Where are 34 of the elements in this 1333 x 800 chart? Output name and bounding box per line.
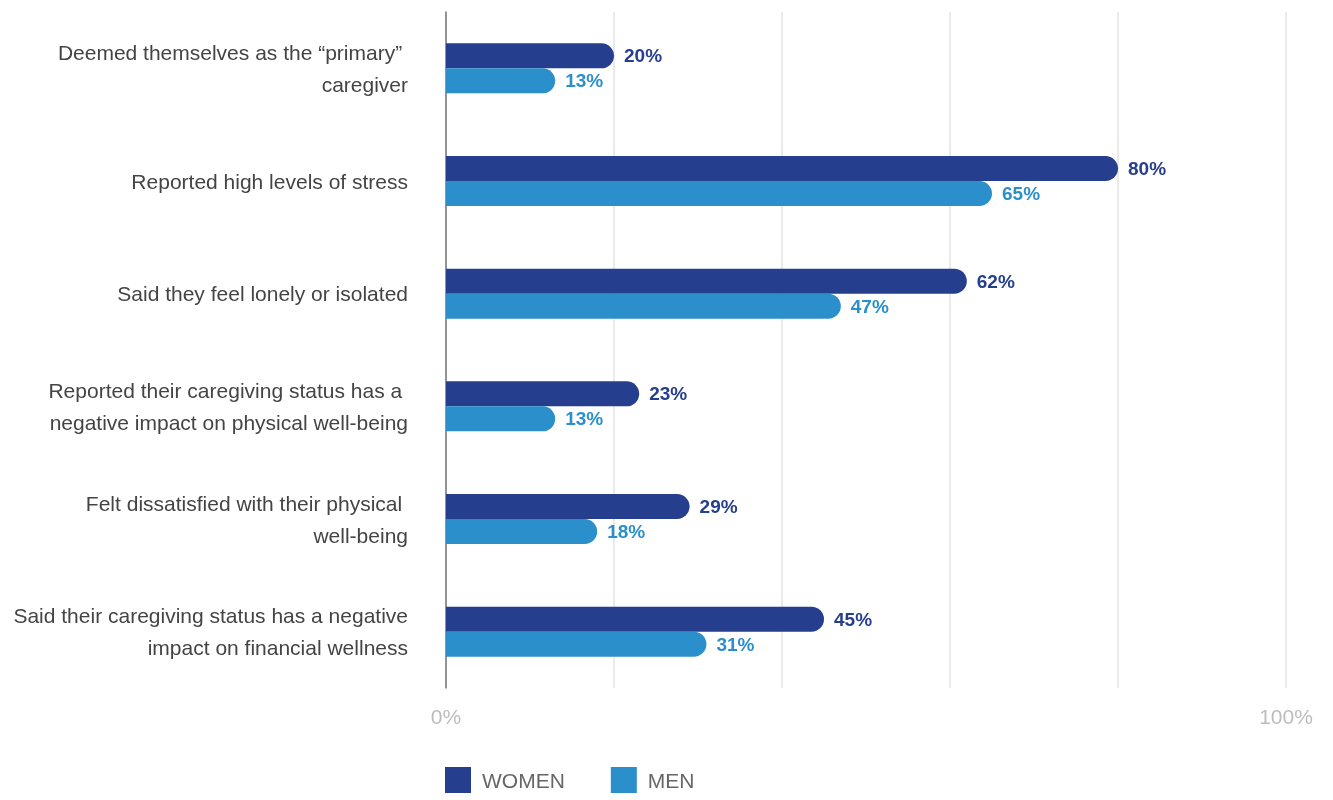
bar [446,606,824,632]
data-label: 13% [565,70,604,92]
bar [446,156,1118,181]
y-tick-label: Said they feel lonely or isolated [117,282,408,306]
y-tick-label: Said their caregiving status has a negative impact on financial wellness [13,604,408,660]
bar [446,293,841,319]
data-label: 65% [1002,183,1041,204]
data-label: 45% [834,608,873,630]
data-label: 20% [624,45,663,67]
bar [446,43,614,69]
y-tick-label: Reported high levels of stress [131,169,408,193]
data-label: 13% [565,408,604,430]
x-tick-label: 0% [430,705,462,728]
data-label: 62% [976,270,1015,292]
bar [446,406,556,432]
data-label: 29% [699,496,738,517]
data-label: 23% [649,383,688,405]
data-label: 18% [607,521,646,542]
y-tick-label: Reported their caregiving status has a negative impact on physical well-being [48,378,408,434]
bar [446,494,690,519]
data-label: 31% [716,633,755,655]
data-label: 80% [1128,158,1167,179]
bar [446,519,598,544]
x-tick-label: 100% [1259,705,1313,728]
bar [446,631,707,657]
legend-label: WOMEN [482,768,565,792]
bar [446,268,967,294]
legend-label: MEN [647,768,695,792]
bar [446,181,992,206]
y-tick-label: Deemed themselves as the “primary” caregiver [57,40,408,96]
bar [446,68,556,94]
data-label: 47% [850,295,889,317]
bar [446,381,640,407]
y-tick-label: Felt dissatisfied with their physical well-being [85,491,408,547]
